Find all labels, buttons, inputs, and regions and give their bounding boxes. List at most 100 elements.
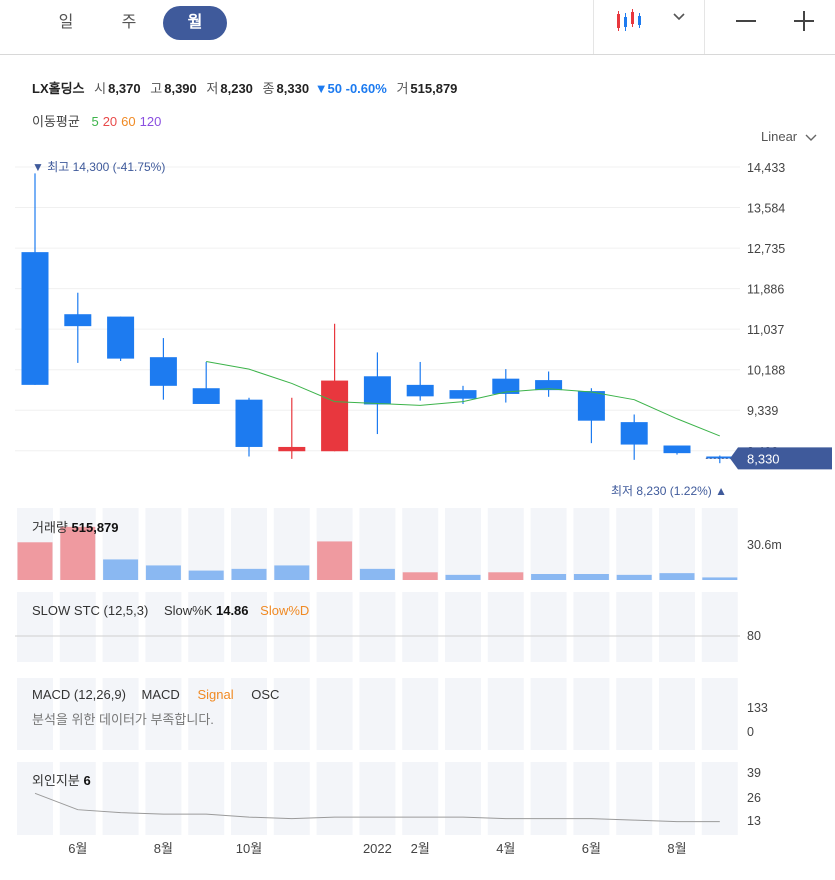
panel-column-bg	[402, 762, 439, 835]
chevron-down-icon[interactable]	[672, 12, 686, 22]
volume-bar	[488, 572, 524, 580]
x-axis-tick: 6월	[582, 841, 601, 856]
high-price: 8,390	[164, 81, 197, 96]
close-price: 8,330	[276, 81, 310, 96]
panel-column-bg	[659, 762, 695, 835]
panel-column-bg	[573, 592, 610, 662]
foreign-y-tick: 39	[747, 766, 761, 780]
panel-column-bg	[402, 592, 439, 662]
panel-column-bg	[273, 592, 310, 662]
price-y-tick: 13,584	[747, 202, 785, 216]
zoom-out-icon[interactable]	[736, 20, 756, 22]
panel-column-bg	[445, 592, 481, 662]
panel-column-bg	[316, 762, 353, 835]
volume-bar	[702, 577, 738, 580]
panel-column-bg	[573, 508, 610, 580]
candle-body	[21, 252, 49, 385]
panel-column-bg	[188, 762, 225, 835]
candle-body	[363, 376, 391, 405]
min-price-annotation: 최저 8,230 (1.22%) ▲	[611, 484, 727, 498]
candle-body	[406, 384, 434, 397]
panel-column-bg	[231, 678, 267, 750]
volume-bar	[188, 570, 224, 580]
panel-column-bg	[231, 592, 267, 662]
period-tab-day[interactable]: 일	[58, 14, 74, 31]
candle-chart-type-icon[interactable]	[616, 8, 646, 34]
panel-column-bg	[188, 592, 225, 662]
candle-body	[107, 316, 135, 359]
volume-bar	[17, 542, 53, 580]
panel-column-bg	[659, 678, 695, 750]
panel-column-bg	[231, 508, 267, 580]
volume-bar	[145, 565, 181, 580]
candle-body	[449, 390, 477, 399]
panel-column-bg	[701, 678, 738, 750]
stock-summary: LX홀딩스 시 8,370 고 8,390 저 8,230 종 8,330 ▼50 -0…	[32, 81, 458, 96]
candle-body	[492, 378, 520, 394]
panel-column-bg	[530, 762, 567, 835]
max-price-annotation: ▼ 최고 14,300 (-41.75%)	[32, 160, 165, 174]
volume-bar	[659, 573, 695, 580]
panel-column-bg	[359, 508, 396, 580]
candle-body	[149, 357, 177, 386]
candle-body	[535, 380, 563, 391]
period-tab-month[interactable]: 월	[163, 6, 227, 40]
stock-name: LX홀딩스	[32, 81, 85, 96]
panel-column-bg	[445, 762, 481, 835]
panel-column-bg	[273, 762, 310, 835]
foreign-holding-line	[34, 792, 720, 823]
panel-column-bg	[445, 508, 481, 580]
panel-column-bg	[17, 678, 53, 750]
foreign-holding-label: 외인지분 6	[32, 773, 91, 788]
scale-selector[interactable]: Linear	[761, 129, 817, 144]
period-tab-week[interactable]: 주	[121, 14, 137, 31]
panel-column-bg	[359, 678, 396, 750]
ma-legend-item: 20	[102, 114, 118, 129]
volume-bar	[445, 574, 481, 580]
panel-column-bg	[59, 592, 96, 662]
volume-bar	[60, 526, 96, 580]
panel-column-bg	[102, 678, 139, 750]
panel-column-bg	[530, 678, 567, 750]
current-price-tag-label: 8,330	[747, 451, 780, 466]
x-axis-tick: 4월	[496, 841, 515, 856]
candle-body	[321, 380, 349, 452]
panel-column-bg	[616, 508, 653, 580]
x-axis-tick: 2월	[411, 841, 430, 856]
open-price: 8,370	[108, 81, 141, 96]
ma-legend-item: 120	[139, 114, 162, 129]
candle-body	[192, 388, 220, 404]
panel-column-bg	[59, 762, 96, 835]
panel-column-bg	[530, 508, 567, 580]
panel-column-bg	[487, 508, 524, 580]
price-y-tick: 11,037	[747, 323, 784, 337]
panel-column-bg	[273, 678, 310, 750]
volume-bar	[531, 574, 567, 580]
panel-column-bg	[102, 762, 139, 835]
panel-column-bg	[402, 508, 439, 580]
panel-column-bg	[701, 592, 738, 662]
ma-legend-item: 60	[121, 114, 136, 129]
panel-column-bg	[402, 678, 439, 750]
candle-body	[706, 456, 734, 459]
panel-column-bg	[231, 762, 267, 835]
foreign-y-tick: 26	[747, 791, 761, 805]
panel-column-bg	[359, 592, 396, 662]
low-price: 8,230	[220, 81, 253, 96]
candle-body	[620, 422, 648, 445]
panel-column-bg	[17, 592, 53, 662]
panel-column-bg	[145, 592, 182, 662]
candle-body	[278, 446, 306, 452]
x-axis-tick: 2022	[363, 841, 392, 856]
volume-bar	[231, 568, 267, 580]
panel-column-bg	[487, 762, 524, 835]
panel-column-bg	[487, 592, 524, 662]
slow-stc-label: SLOW STC (12,5,3) Slow%K 14.86 Slow%D	[32, 603, 310, 618]
candle-body	[64, 314, 92, 327]
moving-average-legend: 이동평균 5 20 60 120	[32, 114, 162, 129]
macd-no-data-message: 분석을 위한 데이터가 부족합니다.	[32, 712, 214, 727]
price-y-tick: 10,188	[747, 364, 785, 378]
panel-column-bg	[659, 592, 695, 662]
ma5-line	[206, 360, 720, 437]
